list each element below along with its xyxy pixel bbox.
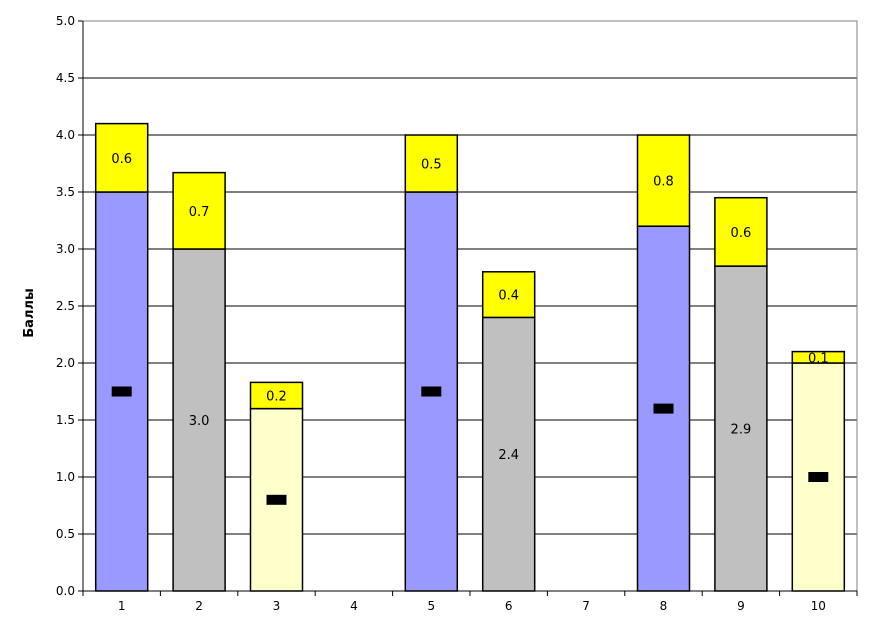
bar-segment: [714, 265, 768, 592]
x-tick-label: 2: [195, 599, 203, 613]
bar-segment: [791, 350, 846, 364]
data-label: 0.1: [808, 351, 829, 366]
data-label: 0.4: [498, 289, 519, 304]
y-tick-label: 2.0: [56, 356, 75, 370]
x-tick-label: 8: [660, 599, 668, 613]
data-label-box: [266, 494, 287, 505]
data-label: 3.0: [189, 414, 210, 429]
data-label-box: [421, 386, 442, 397]
y-tick-label: 1.5: [56, 413, 75, 427]
bar-segment: [481, 271, 536, 319]
x-tick-label: 9: [737, 599, 745, 613]
bar-segment: [94, 122, 149, 193]
bar-segment: [172, 248, 226, 592]
y-tick-label: 0.0: [56, 584, 75, 598]
data-label-box: [808, 472, 829, 482]
data-label: 0.7: [189, 205, 210, 220]
x-tick-label: 10: [811, 599, 826, 613]
y-tick-label: 0.5: [56, 527, 75, 541]
y-tick-label: 2.5: [56, 299, 75, 313]
y-tick-label: 5.0: [56, 14, 75, 28]
data-label: 2.9: [731, 423, 752, 438]
bar-segment: [636, 134, 691, 227]
data-label: 0.6: [111, 152, 132, 167]
bar-segment: [172, 171, 226, 250]
data-label: 0.6: [731, 226, 752, 241]
data-label-box: [653, 403, 674, 414]
y-tick-label: 4.5: [56, 71, 75, 85]
y-tick-label: 1.0: [56, 470, 75, 484]
x-tick-label: 3: [273, 599, 281, 613]
bar-segment: [481, 316, 536, 592]
data-label: 0.5: [421, 158, 442, 173]
x-tick-label: 1: [118, 599, 126, 613]
data-label: 0.2: [266, 389, 287, 404]
x-tick-label: 7: [582, 599, 590, 613]
y-tick-label: 3.5: [56, 185, 75, 199]
bar-segment: [714, 196, 768, 267]
data-label-box: [111, 386, 132, 397]
bar-segment: [404, 134, 459, 193]
y-tick-label: 3.0: [56, 242, 75, 256]
x-tick-label: 5: [427, 599, 435, 613]
x-tick-label: 4: [350, 599, 358, 613]
bar-segment: [249, 381, 304, 410]
y-tick-label: 4.0: [56, 128, 75, 142]
x-tick-label: 6: [505, 599, 513, 613]
data-label: 0.8: [653, 175, 674, 190]
y-axis-label: Баллы: [22, 288, 37, 337]
data-label: 2.4: [498, 448, 519, 463]
